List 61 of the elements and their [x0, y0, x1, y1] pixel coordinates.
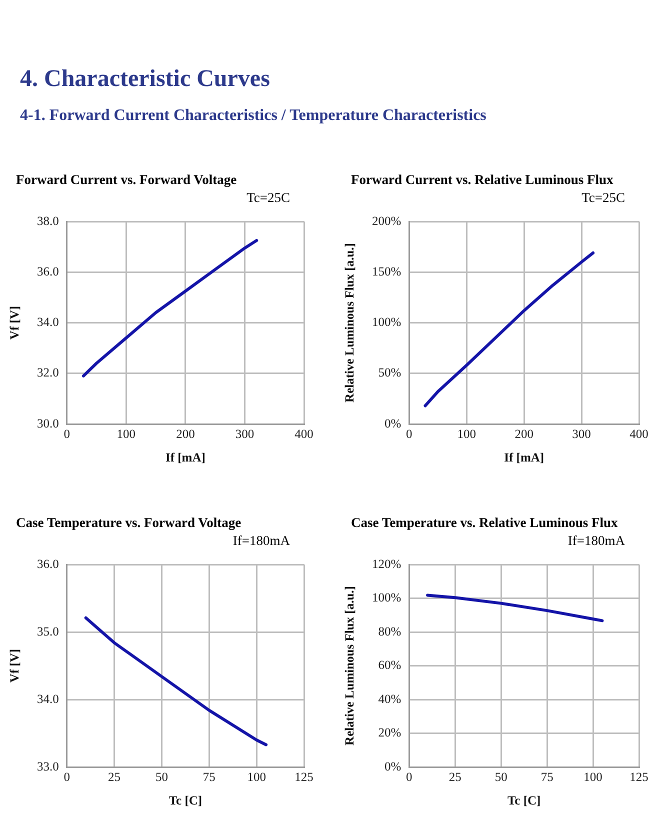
y-tick-label: 50%: [378, 366, 402, 380]
y-tick-label: 20%: [378, 726, 402, 740]
x-tick-label: 200: [514, 426, 534, 441]
x-tick-label: 125: [630, 770, 648, 784]
y-axis-title: Relative Luminous Flux [a.u.]: [342, 586, 357, 746]
y-tick-label: 120%: [372, 556, 402, 571]
x-tick-label: 300: [572, 426, 591, 441]
x-tick-label: 50: [155, 770, 168, 784]
y-tick-label: 40%: [378, 692, 402, 706]
x-tick-label: 300: [235, 426, 254, 441]
x-tick-label: 100: [457, 426, 476, 441]
y-tick-label: 34.0: [37, 692, 59, 706]
chart-subtitle: If=180mA: [568, 533, 625, 549]
x-tick-label: 0: [64, 426, 70, 441]
y-tick-label: 0%: [384, 416, 402, 430]
x-tick-label: 400: [294, 426, 314, 441]
y-tick-label: 0%: [384, 759, 402, 774]
text: 4. Characteristic Curves: [20, 66, 271, 93]
x-tick-label: 0: [406, 770, 412, 784]
y-tick-label: 100%: [372, 315, 402, 330]
x-tick-label: 0: [406, 426, 412, 441]
x-tick-label: 50: [494, 770, 508, 784]
x-tick-label: 100: [116, 426, 136, 441]
y-tick-label: 100%: [372, 590, 402, 605]
y-axis-title: Vf [V]: [8, 648, 22, 683]
y-tick-label: 36.0: [37, 556, 59, 571]
chart-title: Case Temperature vs. Forward Voltage: [16, 515, 242, 531]
x-tick-label: 75: [540, 770, 554, 784]
y-tick-label: 36.0: [37, 264, 59, 278]
y-tick-label: 60%: [378, 658, 402, 672]
y-tick-label: 32.0: [37, 366, 59, 380]
chart-subtitle: If=180mA: [232, 533, 290, 549]
chart-title: Case Temperature vs. Relative Luminous Flux: [351, 515, 618, 531]
x-tick-label: 25: [108, 770, 121, 784]
x-tick-label: 0: [64, 770, 70, 784]
x-tick-label: 400: [630, 426, 648, 441]
x-tick-label: 125: [294, 770, 314, 784]
y-tick-label: 34.0: [37, 315, 59, 330]
y-tick-label: 200%: [372, 214, 402, 228]
y-axis-title: Relative Luminous Flux [a.u.]: [342, 243, 357, 402]
y-tick-label: 80%: [378, 624, 402, 638]
x-tick-label: 100: [247, 770, 266, 784]
x-tick-label: 25: [448, 770, 462, 784]
y-tick-label: 38.0: [37, 214, 59, 228]
x-axis-title: Tc [C]: [168, 794, 202, 808]
x-tick-label: 200: [176, 426, 195, 441]
y-tick-label: 150%: [372, 264, 402, 278]
x-tick-label: 75: [202, 770, 216, 784]
x-tick-label: 100: [584, 770, 602, 784]
x-axis-title: If [mA]: [504, 450, 544, 465]
text: 4-1. Forward Current Characteristics / Temperature Characteristics: [20, 107, 488, 125]
y-tick-label: 35.0: [37, 624, 59, 638]
x-axis-title: Tc [C]: [507, 794, 541, 808]
chart-title: Forward Current vs. Forward Voltage: [16, 172, 237, 188]
chart-subtitle: Tc=25C: [582, 190, 625, 206]
y-tick-label: 30.0: [37, 416, 59, 430]
y-tick-label: 33.0: [37, 759, 59, 774]
x-axis-title: If [mA]: [165, 450, 206, 465]
y-axis-title: Vf [V]: [8, 306, 22, 340]
chart-title: Forward Current vs. Relative Luminous Flux: [351, 172, 614, 188]
chart-subtitle: Tc=25C: [246, 190, 290, 206]
